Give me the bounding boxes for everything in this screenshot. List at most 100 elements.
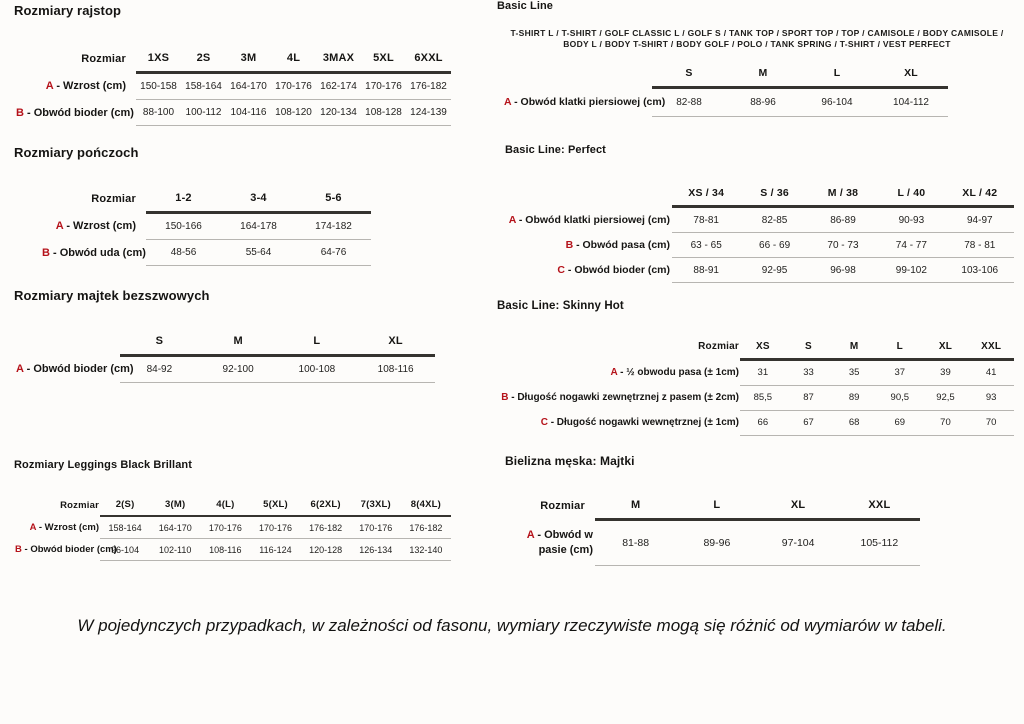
- section-title-bielizna-meska: Bielizna męska: Majtki: [505, 454, 635, 468]
- value-cell: 93: [968, 385, 1014, 411]
- value-cell: 70: [922, 410, 969, 436]
- value-cell: 170-176: [271, 72, 316, 101]
- column-header-corner: [14, 331, 120, 356]
- value-cell: 108-116: [356, 355, 435, 384]
- row-label: B - Długość nogawki zewnętrznej z pasem …: [501, 392, 739, 404]
- column-header: M: [595, 495, 677, 522]
- value-cell: 35: [831, 359, 877, 386]
- value-cell: 64-76: [296, 239, 371, 267]
- row-label: A - Wzrost (cm): [29, 521, 99, 533]
- value-cell: 120-128: [300, 538, 351, 562]
- value-cell: 174-182: [296, 212, 371, 241]
- section-rozmiary-majtek-bezszwowych: Rozmiary majtek bezszwowych S M L XL A - Obw…: [14, 288, 435, 384]
- value-cell: 81-88: [595, 519, 677, 566]
- value-cell: 162-174: [316, 72, 361, 101]
- column-header: XXL: [838, 495, 920, 522]
- row-label: A - Obwód w pasie (cm): [526, 528, 593, 556]
- section-bielizna-meska-majtki: Bielizna męska: Majtki Rozmiar M L XL XXL A -…: [505, 454, 920, 566]
- value-cell: 37: [876, 359, 923, 386]
- value-cell: 67: [785, 410, 832, 436]
- row-letter: B: [501, 392, 509, 404]
- header-row: Rozmiar XS S M L XL XXL: [490, 337, 1014, 361]
- section-title-rozmiary-leggings: Rozmiary Leggings Black Brillant: [14, 459, 193, 471]
- value-cell: 90,5: [876, 385, 923, 411]
- row-label: A - Wzrost (cm): [45, 80, 126, 93]
- value-cell: 164-170: [150, 516, 201, 540]
- value-cell: 158-164: [100, 516, 151, 540]
- column-header: L: [876, 337, 923, 361]
- basic-line-perfect-table-container: XS / 34 S / 36 M / 38 L / 40 XL / 42 A - Obwó…: [505, 183, 1014, 284]
- column-header-corner: Rozmiar: [91, 193, 136, 206]
- value-cell: 176-182: [300, 516, 351, 540]
- column-header: XL: [922, 337, 969, 361]
- row-letter: A: [45, 80, 54, 93]
- section-basic-line-perfect: Basic Line: Perfect XS / 34 S / 36 M / 38 L…: [505, 144, 1014, 284]
- row-label: C - Długość nogawki wewnętrznej (± 1cm): [540, 417, 739, 429]
- value-cell: 68: [831, 410, 877, 436]
- column-header-corner: [502, 63, 652, 88]
- row-label: B - Obwód bioder (cm): [16, 106, 134, 119]
- value-cell: 102-110: [150, 538, 201, 562]
- value-cell: 104-112: [874, 87, 948, 118]
- value-cell: 92,5: [922, 385, 969, 411]
- row-letter: B: [42, 246, 50, 259]
- header-row: Rozmiar M L XL XXL: [505, 495, 920, 522]
- table-row: A - Wzrost (cm) 150-158 158-164 164-170 170-…: [14, 72, 451, 101]
- column-header: 3MAX: [316, 48, 361, 75]
- table-row: A - Obwód klatki piersiowej (cm) 82-88 88-…: [502, 87, 948, 118]
- header-row: Rozmiar 2(S) 3(M) 4(L) 5(XL) 6(2XL) 7(3XL) 8(4X…: [14, 496, 451, 518]
- table-row: C - Obwód bioder (cm) 88-91 92-95 96-98 99-1…: [505, 257, 1014, 284]
- column-header: 3M: [226, 48, 271, 75]
- column-header: XL: [757, 495, 839, 522]
- value-cell: 82-88: [652, 87, 726, 118]
- column-header: 8(4XL): [400, 496, 451, 518]
- column-header: 1-2: [146, 188, 221, 215]
- basic_line_skinny_hot-table: Rozmiar XS S M L XL XXL A - ½ obwodu pasa (± 1c…: [490, 337, 1014, 436]
- table-row: B - Obwód bioder (cm) 96-104 102-110 108-11…: [14, 538, 451, 562]
- majtki_bezszwowe-table: S M L XL A - Obwód bioder (cm) 84-92 92-100 100…: [14, 331, 435, 384]
- section-title-rozmiary-ponczoch: Rozmiary pończoch: [14, 145, 139, 160]
- column-header: S: [120, 331, 199, 358]
- value-cell: 176-182: [400, 516, 451, 540]
- column-header: 1XS: [136, 48, 181, 75]
- column-header: M / 38: [808, 183, 878, 209]
- table-row: B - Długość nogawki zewnętrznej z pasem …: [490, 385, 1014, 411]
- rajstopy-table: Rozmiar 1XS 2S 3M 4L 3MAX 5XL 6XXL A - Wzrost (c…: [14, 48, 451, 127]
- section-title-basic-line-skinny-hot: Basic Line: Skinny Hot: [497, 300, 624, 312]
- value-cell: 170-176: [361, 72, 406, 101]
- row-label: A - Wzrost (cm): [55, 220, 136, 233]
- header-row: S M L XL: [502, 63, 948, 90]
- value-cell: 70: [968, 410, 1014, 436]
- table-row: B - Obwód uda (cm) 48-56 55-64 64-76: [40, 239, 371, 267]
- value-cell: 164-170: [226, 72, 271, 101]
- row-letter: B: [565, 239, 574, 252]
- table-row: C - Długość nogawki wewnętrznej (± 1cm) 6…: [490, 410, 1014, 436]
- column-header: XL: [356, 331, 435, 358]
- column-header: M: [831, 337, 877, 361]
- basic_line-table: S M L XL A - Obwód klatki piersiowej (cm) 82-…: [502, 63, 948, 118]
- column-header: XL / 42: [945, 183, 1014, 209]
- value-cell: 63 - 65: [672, 232, 741, 259]
- column-header: L: [676, 495, 758, 522]
- value-cell: 150-166: [146, 212, 221, 241]
- value-cell: 66 - 69: [740, 232, 809, 259]
- row-label: B - Obwód pasa (cm): [565, 239, 670, 252]
- leggings-table: Rozmiar 2(S) 3(M) 4(L) 5(XL) 6(2XL) 7(3XL) 8(4X…: [14, 496, 451, 562]
- column-header: 3(M): [150, 496, 201, 518]
- rozmiary-ponczoch-table-container: Rozmiar 1-2 3-4 5-6 A - Wzrost (cm) 150-166 16…: [40, 188, 371, 267]
- column-header-corner: Rozmiar: [60, 499, 99, 511]
- section-rozmiary-rajstop: Rozmiary rajstop Rozmiar 1XS 2S 3M 4L 3MAX 5XL…: [14, 3, 451, 127]
- table-row: B - Obwód bioder (cm) 88-100 100-112 104-11…: [14, 99, 451, 127]
- column-header: 2(S): [100, 496, 151, 518]
- value-cell: 88-96: [726, 87, 800, 118]
- table-row: A - Wzrost (cm) 150-166 164-178 174-182: [40, 212, 371, 241]
- value-cell: 74 - 77: [877, 232, 946, 259]
- value-cell: 48-56: [146, 239, 221, 267]
- table-row: B - Obwód pasa (cm) 63 - 65 66 - 69 70 - 73…: [505, 232, 1014, 259]
- value-cell: 124-139: [406, 99, 451, 127]
- value-cell: 69: [876, 410, 923, 436]
- section-basic-line: Basic Line T-SHIRT L / T-SHIRT / GOLF CL…: [497, 0, 1017, 118]
- column-header: XS / 34: [672, 183, 741, 209]
- rozmiary-rajstop-table-container: Rozmiar 1XS 2S 3M 4L 3MAX 5XL 6XXL A - Wzrost (c…: [14, 48, 451, 127]
- row-letter: A: [55, 220, 64, 233]
